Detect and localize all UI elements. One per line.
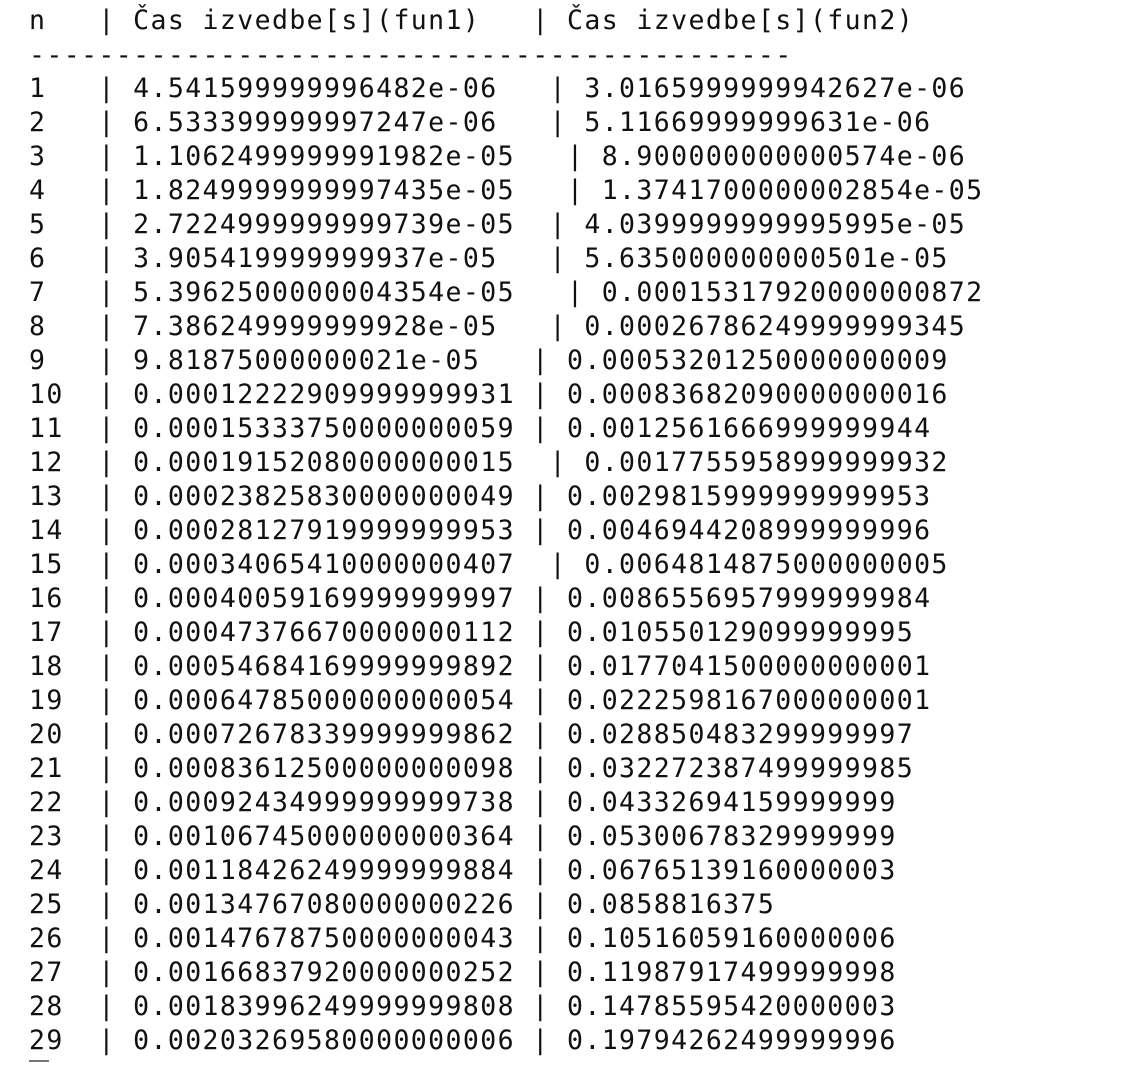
table-row: 3 | 1.1062499999991982e-05 | 8.900000000… <box>29 141 967 172</box>
table-row: 12 | 0.00019152080000000015 | 0.00177559… <box>29 447 949 478</box>
cut-off-line-fragment <box>29 1060 49 1062</box>
table-row: 2 | 6.533399999997247e-06 | 5.1166999999… <box>29 107 932 138</box>
table-header: n | Čas izvedbe[s](fun1) | Čas izvedbe[s… <box>29 5 915 36</box>
table-row: 14 | 0.00028127919999999953 | 0.00469442… <box>29 515 932 546</box>
table-row: 19 | 0.00064785000000000054 | 0.02225981… <box>29 685 932 716</box>
table-row: 21 | 0.00083612500000000098 | 0.03227238… <box>29 753 915 784</box>
table-row: 28 | 0.00183996249999999808 | 0.14785595… <box>29 991 897 1022</box>
table-row: 15 | 0.00034065410000000407 | 0.00648148… <box>29 549 949 580</box>
table-row: 6 | 3.905419999999937e-05 | 5.6350000000… <box>29 243 949 274</box>
table-row: 23 | 0.00106745000000000364 | 0.05300678… <box>29 821 897 852</box>
table-row: 29 | 0.00203269580000000006 | 0.19794262… <box>29 1025 897 1056</box>
table-row: 4 | 1.8249999999997435e-05 | 1.374170000… <box>29 175 984 206</box>
table-row: 5 | 2.7224999999999739e-05 | 4.039999999… <box>29 209 967 240</box>
table-row: 7 | 5.3962500000004354e-05 | 0.000153179… <box>29 277 984 308</box>
table-row: 16 | 0.00040059169999999997 | 0.00865569… <box>29 583 932 614</box>
table-row: 26 | 0.00147678750000000043 | 0.10516059… <box>29 923 897 954</box>
table-row: 20 | 0.00072678339999999862 | 0.02885048… <box>29 719 915 750</box>
table-row: 11 | 0.00015333750000000059 | 0.00125616… <box>29 413 932 444</box>
table-row: 25 | 0.00134767080000000226 | 0.08588163… <box>29 889 776 920</box>
table-row: 18 | 0.00054684169999999892 | 0.01770415… <box>29 651 932 682</box>
table-row: 10 | 0.00012222909999999931 | 0.00083682… <box>29 379 949 410</box>
separator-line: ----------------------------------------… <box>29 40 793 71</box>
table-row: 17 | 0.00047376670000000112 | 0.01055012… <box>29 617 915 648</box>
table-row: 1 | 4.541599999996482e-06 | 3.0165999999… <box>29 73 967 104</box>
table-row: 22 | 0.00092434999999999738 | 0.04332694… <box>29 787 897 818</box>
table-row: 9 | 9.81875000000021e-05 | 0.00053201250… <box>29 345 949 376</box>
table-row: 13 | 0.00023825830000000049 | 0.00298159… <box>29 481 932 512</box>
table-row: 27 | 0.00166837920000000252 | 0.11987917… <box>29 957 897 988</box>
table-row: 8 | 7.386249999999928e-05 | 0.0002678624… <box>29 311 967 342</box>
table-row: 24 | 0.00118426249999999884 | 0.06765139… <box>29 855 897 886</box>
